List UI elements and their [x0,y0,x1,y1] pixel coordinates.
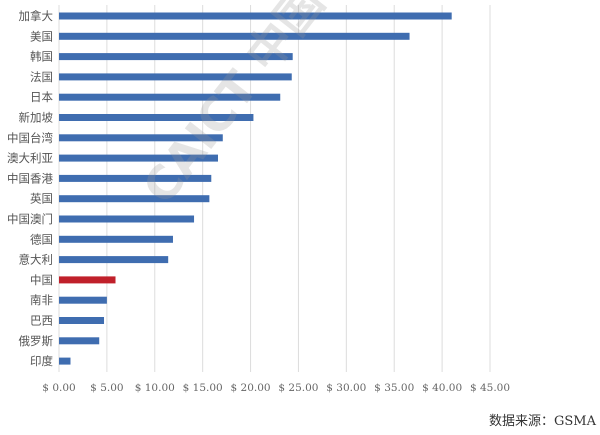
bar-加拿大 [59,12,452,20]
category-label: 中国台湾 [7,131,53,145]
category-label: 英国 [30,192,53,206]
x-tick-label: $ 25.00 [278,382,318,394]
category-label: 南非 [30,293,53,307]
bar-南非 [59,296,107,304]
x-tick-label: $ 40.00 [422,382,462,394]
bar-美国 [59,32,410,40]
category-label: 中国澳门 [7,212,53,226]
category-label: 印度 [30,354,53,368]
category-label: 意大利 [19,253,54,267]
category-label: 法国 [30,70,53,84]
category-label: 中国 [30,273,53,287]
bar-巴西 [59,317,105,324]
bar-新加坡 [59,114,254,121]
bar-中国香港 [59,174,212,182]
category-label: 巴西 [30,314,53,328]
x-tick-label: $ 35.00 [374,382,414,394]
bar-俄罗斯 [59,337,100,345]
x-tick-label: $ 0.00 [42,382,75,394]
source-note: 数据来源：GSMA [489,414,596,429]
x-tick-label: $ 10.00 [135,382,175,394]
category-label: 中国香港 [7,171,53,185]
x-tick-label: $ 5.00 [90,382,123,394]
category-label: 俄罗斯 [19,334,54,348]
x-tick-label: $ 20.00 [231,382,271,394]
bar-中国 [59,276,116,284]
bar-韩国 [59,53,293,61]
bar-英国 [59,195,210,203]
bar-德国 [59,235,173,243]
bar-中国澳门 [59,215,195,223]
bar-澳大利亚 [59,154,218,162]
category-label: 加拿大 [19,9,54,23]
x-tick-label: $ 45.00 [470,382,510,394]
bar-法国 [59,73,292,81]
category-label: 韩国 [30,50,53,64]
category-label: 德国 [30,232,53,246]
x-tick-label: $ 15.00 [183,382,223,394]
bar-印度 [59,357,71,365]
category-label: 美国 [30,29,53,43]
x-tick-label: $ 30.00 [326,382,366,394]
category-label: 日本 [30,90,53,104]
category-label: 澳大利亚 [7,151,53,165]
bar-中国台湾 [59,134,223,142]
bar-日本 [59,93,281,101]
category-label: 新加坡 [19,111,54,125]
bar-意大利 [59,256,169,264]
